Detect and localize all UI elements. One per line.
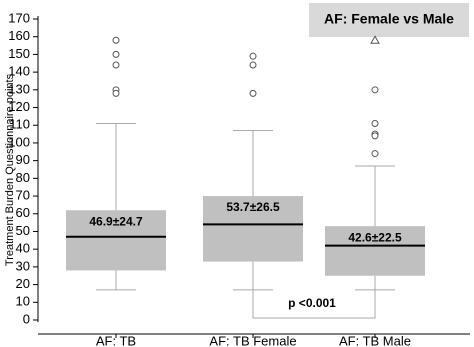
x-tick-label: AF: TB Female [209, 333, 296, 347]
y-tick-label: 130 [8, 81, 30, 96]
y-tick-label: 120 [8, 99, 30, 114]
y-tick-label: 40 [16, 241, 30, 256]
outlier [112, 50, 120, 58]
y-tick-label: 150 [8, 46, 30, 61]
y-tick-label: 30 [16, 258, 30, 273]
y-tick-label: 60 [16, 205, 30, 220]
significance-bracket [252, 289, 376, 319]
x-tick-label: AF: TB [96, 333, 136, 347]
y-tick-label: 80 [16, 170, 30, 185]
title-box [309, 3, 469, 37]
outlier [249, 89, 257, 97]
box-label: 53.7±26.5 [226, 200, 280, 214]
box [203, 196, 303, 262]
outlier [112, 61, 120, 69]
y-tick-label: 0 [23, 311, 30, 326]
y-tick-label: 110 [9, 117, 30, 132]
outlier [112, 36, 120, 44]
y-tick-label: 20 [16, 276, 30, 291]
outlier [249, 61, 257, 69]
outlier [371, 86, 379, 94]
y-tick-label: 160 [8, 28, 30, 43]
box-label: 46.9±24.7 [89, 214, 143, 228]
box [66, 210, 166, 271]
annotation: p <0.001 [288, 296, 336, 310]
box-label: 42.6±22.5 [348, 230, 402, 244]
y-tick-label: 90 [16, 152, 30, 167]
outlier [371, 150, 379, 158]
outlier [371, 132, 379, 140]
outlier [371, 119, 379, 127]
y-tick-label: 140 [8, 64, 30, 79]
y-tick-label: 10 [16, 294, 30, 309]
outlier [112, 89, 120, 97]
y-axis-label: Treatment Burden Questionnaire points [4, 73, 16, 266]
extreme-outlier [370, 35, 380, 44]
y-tick-label: 70 [16, 187, 30, 202]
y-tick-label: 100 [8, 134, 30, 149]
y-tick-label: 50 [16, 223, 30, 238]
x-tick-label: AF: TB Male [339, 333, 411, 347]
outlier [249, 52, 257, 60]
box [325, 226, 425, 276]
chart-title: AF: Female vs Male [324, 11, 454, 27]
y-tick-label: 170 [8, 10, 30, 25]
